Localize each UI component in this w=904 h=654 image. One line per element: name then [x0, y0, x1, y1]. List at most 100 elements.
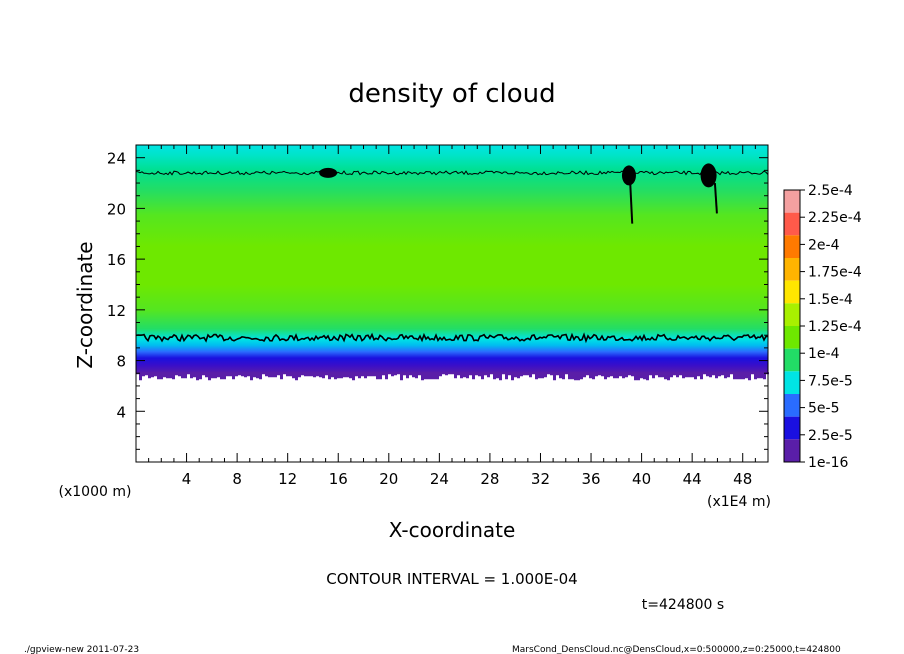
base-fringe-cell: [196, 372, 199, 381]
base-fringe-cell: [514, 372, 517, 378]
y-axis-ticks: 4 8 12 16 20 24: [107, 150, 768, 450]
base-fringe-cell: [619, 372, 622, 377]
colorbar-swatch: [784, 326, 800, 349]
base-fringe-cell: [688, 372, 691, 378]
base-fringe-cell: [535, 372, 538, 380]
colorbar-label: 5e-5: [808, 401, 839, 417]
base-fringe-cell: [505, 372, 508, 380]
base-fringe-cell: [160, 372, 163, 380]
base-fringe-cell: [247, 372, 250, 377]
colorbar-label: 7.5e-5: [808, 373, 853, 389]
base-fringe-cell: [394, 372, 397, 376]
base-fringe-cell: [301, 372, 304, 376]
base-fringe-cell: [313, 372, 316, 378]
x-axis-label: X-coordinate: [389, 518, 516, 542]
y-tick-label: 12: [107, 302, 126, 320]
x-tick-label: 28: [480, 470, 499, 488]
cloud-base-fringe: [136, 372, 769, 381]
colorbar-swatch: [784, 212, 800, 236]
base-fringe-cell: [277, 372, 280, 376]
base-fringe-cell: [280, 372, 283, 380]
base-fringe-cell: [388, 372, 391, 375]
base-fringe-cell: [580, 372, 583, 380]
base-fringe-cell: [568, 372, 571, 380]
base-fringe-cell: [562, 372, 565, 380]
base-fringe-cell: [286, 372, 289, 377]
base-fringe-cell: [199, 372, 202, 380]
base-fringe-cell: [385, 372, 388, 380]
colorbar-swatch: [784, 258, 800, 281]
base-fringe-cell: [472, 372, 475, 380]
base-fringe-cell: [214, 372, 217, 379]
base-fringe-cell: [733, 372, 736, 380]
colorbar-swatch: [784, 394, 800, 417]
base-fringe-cell: [598, 372, 601, 376]
base-fringe-cell: [439, 372, 442, 377]
base-fringe-cell: [754, 372, 757, 380]
base-fringe-cell: [181, 372, 184, 379]
base-fringe-cell: [607, 372, 610, 378]
base-fringe-cell: [682, 372, 685, 379]
colorbar-label: 1.5e-4: [808, 292, 853, 308]
base-fringe-cell: [202, 372, 205, 376]
base-fringe-cell: [316, 372, 319, 377]
base-fringe-cell: [604, 372, 607, 380]
base-fringe-cell: [508, 372, 511, 376]
base-fringe-cell: [577, 372, 580, 381]
x-tick-label: 48: [733, 470, 752, 488]
base-fringe-cell: [478, 372, 481, 377]
base-fringe-cell: [322, 372, 325, 379]
base-fringe-cell: [223, 372, 226, 380]
base-fringe-cell: [307, 372, 310, 377]
base-fringe-cell: [538, 372, 541, 379]
colorbar-swatch: [784, 348, 800, 372]
base-fringe-cell: [547, 372, 550, 375]
base-fringe-cell: [622, 372, 625, 379]
base-fringe-cell: [742, 372, 745, 380]
base-fringe-cell: [172, 372, 175, 380]
base-fringe-cell: [346, 372, 349, 378]
base-fringe-cell: [391, 372, 394, 377]
base-fringe-cell: [643, 372, 646, 380]
colorbar-swatch: [784, 190, 800, 213]
base-fringe-cell: [232, 372, 235, 380]
base-fringe-cell: [337, 372, 340, 379]
base-fringe-cell: [745, 372, 748, 379]
colorbar-label: 2e-4: [808, 237, 840, 253]
base-fringe-cell: [403, 372, 406, 376]
base-fringe-cell: [544, 372, 547, 378]
base-fringe-cell: [475, 372, 478, 376]
base-fringe-cell: [400, 372, 403, 381]
base-fringe-cell: [586, 372, 589, 376]
x-tick-label: 24: [430, 470, 449, 488]
base-fringe-cell: [679, 372, 682, 376]
base-fringe-cell: [238, 372, 241, 376]
base-fringe-cell: [490, 372, 493, 375]
colorbar-label: 1.25e-4: [808, 319, 862, 335]
y-tick-label: 20: [107, 200, 126, 218]
base-fringe-cell: [700, 372, 703, 380]
base-fringe-cell: [592, 372, 595, 380]
base-fringe-cell: [697, 372, 700, 377]
base-fringe-cell: [718, 372, 721, 377]
base-fringe-cell: [448, 372, 451, 375]
base-fringe-cell: [595, 372, 598, 377]
base-fringe-cell: [397, 372, 400, 375]
colorbar-label: 1e-4: [808, 346, 840, 362]
base-fringe-cell: [319, 372, 322, 378]
footer-source: MarsCond_DensCloud.nc@DensCloud,x=0:5000…: [512, 645, 841, 654]
base-fringe-cell: [610, 372, 613, 377]
base-fringe-cell: [211, 372, 214, 379]
contour-feature: [621, 165, 636, 186]
base-fringe-cell: [694, 372, 697, 380]
base-fringe-cell: [652, 372, 655, 379]
base-fringe-cell: [298, 372, 301, 378]
base-fringe-cell: [163, 372, 166, 378]
base-fringe-cell: [703, 372, 706, 375]
base-fringe-cell: [169, 372, 172, 379]
base-fringe-cell: [493, 372, 496, 380]
base-fringe-cell: [502, 372, 505, 375]
base-fringe-cell: [658, 372, 661, 378]
contour-interval-text: CONTOUR INTERVAL = 1.000E-04: [326, 570, 577, 588]
